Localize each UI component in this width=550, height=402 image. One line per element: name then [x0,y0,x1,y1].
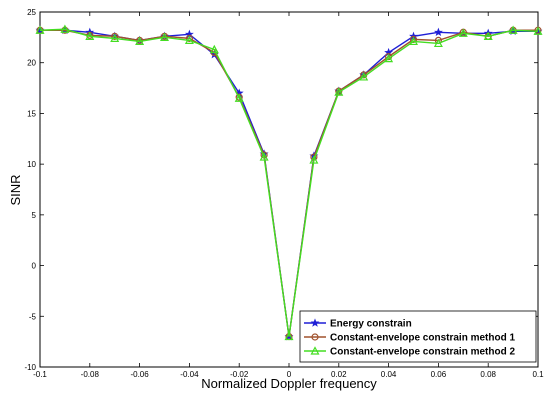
x-tick-label: -0.1 [33,370,47,379]
series-3 [35,24,543,341]
data-point [60,24,70,33]
legend: Energy constrain Constant-envelope constr… [299,310,537,363]
series-line [39,28,539,337]
legend-label: Energy constrain [330,319,412,330]
data-point [110,33,120,42]
data-point [184,35,194,45]
x-tick-label: -0.08 [81,370,100,379]
data-point [359,72,369,81]
legend-label: Constant-envelope constrain method 1 [330,333,515,344]
y-tick-label: 15 [27,109,36,118]
series-layer [35,24,543,341]
data-point [259,152,269,161]
data-point [284,331,294,341]
legend-entry: Energy constrain [304,318,412,330]
legend-box [299,310,537,363]
data-point [311,333,319,341]
y-tick-label: 20 [27,59,36,68]
axis-ticks: -0.1 -0.08 -0.06 -0.04 -0.02 0 0.02 0.04 0.06 0.0… [24,8,544,379]
x-tick-label: -0.02 [230,370,249,379]
x-tick-label: 0.1 [532,370,544,379]
data-point [483,31,493,40]
x-tick-label: -0.06 [130,370,149,379]
data-point [135,36,145,46]
legend-entry: Constant-envelope constrain method 2 [304,346,515,358]
x-tick-label: 0.02 [331,370,347,379]
x-tick-label: 0 [287,370,292,379]
x-tick-label: 0.04 [381,370,397,379]
x-tick-label: -0.04 [180,370,199,379]
data-point [185,34,193,42]
data-point [111,32,119,40]
data-point [234,93,244,102]
x-tick-label: 0.08 [480,370,496,379]
y-tick-label: 25 [27,8,36,17]
data-point [508,25,518,34]
data-point [458,28,468,37]
plot-area [39,11,539,368]
data-point [310,318,320,327]
data-point [433,27,443,37]
data-point [533,26,543,35]
y-tick-label: 10 [27,160,36,169]
data-point [310,346,320,355]
x-tick-label: 0.06 [431,370,447,379]
data-point [35,25,45,34]
data-point [408,36,419,46]
y-tick-label: 5 [32,211,37,220]
data-point [384,53,394,63]
data-point [159,32,170,41]
data-point [209,44,219,54]
data-point [334,87,344,96]
data-point [433,38,443,48]
data-point [309,155,319,164]
y-tick-label: -5 [29,312,37,321]
legend-label: Constant-envelope constrain method 2 [330,347,515,358]
legend-entry: Constant-envelope constrain method 1 [304,333,515,344]
y-tick-label: 0 [32,262,37,271]
y-axis-label: SINR [8,174,23,205]
data-point [409,35,418,43]
y-tick-label: -10 [24,363,36,372]
x-axis-label: Normalized Doppler frequency [201,376,377,391]
data-point [85,31,95,40]
